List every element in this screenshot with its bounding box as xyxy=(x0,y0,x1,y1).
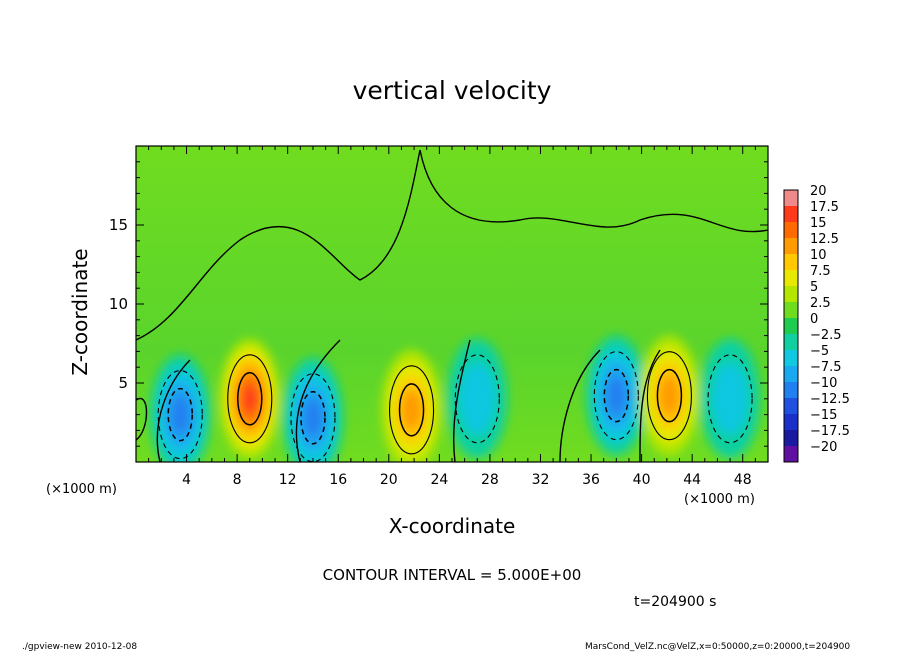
cell-inner-contour-5 xyxy=(603,368,630,423)
colorbar-swatch xyxy=(784,414,798,430)
x-tick-label: 24 xyxy=(430,472,448,488)
footer-left: ./gpview-new 2010-12-08 xyxy=(22,642,138,652)
x-tick-label: 44 xyxy=(683,472,701,488)
colorbar-label: −7.5 xyxy=(810,360,842,375)
colorbar-label: −12.5 xyxy=(810,392,850,407)
x-unit-left: (×1000 m) xyxy=(46,482,117,497)
y-axis-ticks: 5 10 15 xyxy=(109,161,768,447)
cell-7-level xyxy=(712,362,749,435)
colorbar-swatch xyxy=(784,254,798,270)
x-tick-label: 36 xyxy=(582,472,600,488)
cell-contour-5 xyxy=(593,351,639,441)
cell-contour-3 xyxy=(389,365,435,455)
cell-contour-1 xyxy=(227,354,273,444)
x-tick-label: 40 xyxy=(633,472,651,488)
colorbar-swatch xyxy=(784,446,798,462)
x-tick-label: 32 xyxy=(532,472,550,488)
x-tick-label: 12 xyxy=(279,472,297,488)
colorbar-swatch xyxy=(784,334,798,350)
contour-interval-text: CONTOUR INTERVAL = 5.000E+00 xyxy=(322,566,582,584)
colorbar-label: −2.5 xyxy=(810,328,842,343)
colorbar-label: −15 xyxy=(810,408,837,423)
colorbar-label: 5 xyxy=(810,280,818,295)
cell-contour-4 xyxy=(454,354,500,444)
time-stamp: t=204900 s xyxy=(634,594,717,610)
cell-contour-6 xyxy=(646,351,692,441)
cell-inner-contour-6 xyxy=(656,368,683,423)
colorbar-label: 12.5 xyxy=(810,232,839,247)
colorbar-swatch xyxy=(784,222,798,238)
colorbar-label: −10 xyxy=(810,376,837,391)
cell-2-level xyxy=(302,397,323,438)
chart-title: vertical velocity xyxy=(352,76,552,105)
cell-inner-contour-3 xyxy=(398,383,425,437)
x-axis-ticks: 4 8 12 16 20 24 28 32 36 40 44 48 xyxy=(148,146,756,488)
x-unit-right: (×1000 m) xyxy=(684,492,755,507)
colorbar-label: −5 xyxy=(810,344,829,359)
footer-right: MarsCond_VelZ.nc@VelZ,x=0:50000,z=0:2000… xyxy=(585,642,851,652)
colorbar-swatch xyxy=(784,430,798,446)
colorbar-label: −17.5 xyxy=(810,424,850,439)
heatmap-field xyxy=(136,146,768,462)
cell-inner-contour-1 xyxy=(237,372,263,426)
colorbar-label: 7.5 xyxy=(810,264,831,279)
cell-4-level xyxy=(459,362,496,435)
colorbar-swatch xyxy=(784,238,798,254)
y-tick-label: 5 xyxy=(118,374,128,392)
y-tick-label: 10 xyxy=(109,295,128,313)
cell-1-level xyxy=(242,385,257,413)
colorbar-label: 20 xyxy=(810,184,827,199)
colorbar-swatch xyxy=(784,302,798,318)
x-tick-label: 8 xyxy=(233,472,242,488)
x-tick-label: 28 xyxy=(481,472,499,488)
colorbar-swatch xyxy=(784,206,798,222)
y-axis-label: Z-coordinate xyxy=(68,248,92,376)
colorbar-swatch xyxy=(784,398,798,414)
x-tick-label: 20 xyxy=(380,472,398,488)
cell-3-level xyxy=(401,389,422,430)
colorbar-frame xyxy=(783,189,799,463)
colorbar-label: −20 xyxy=(810,440,837,455)
contour-line-1 xyxy=(156,339,661,462)
colorbar: 2017.51512.5107.552.50−2.5−5−7.5−10−12.5… xyxy=(783,184,850,463)
x-tick-label: 48 xyxy=(734,472,752,488)
colorbar-swatch xyxy=(784,190,798,206)
x-tick-label: 16 xyxy=(329,472,347,488)
y-tick-label: 15 xyxy=(109,216,128,234)
colorbar-label: 17.5 xyxy=(810,200,839,215)
colorbar-label: 15 xyxy=(810,216,827,231)
colorbar-swatch xyxy=(784,318,798,334)
colorbar-label: 0 xyxy=(810,312,818,327)
cell-contour-0 xyxy=(157,370,203,460)
x-tick-label: 4 xyxy=(182,472,191,488)
colorbar-swatch xyxy=(784,350,798,366)
colorbar-swatch xyxy=(784,286,798,302)
colorbar-label: 2.5 xyxy=(810,296,831,311)
cell-inner-contour-2 xyxy=(300,391,326,445)
x-axis-label: X-coordinate xyxy=(388,514,516,538)
contour-lines xyxy=(136,149,768,462)
cell-5-level xyxy=(606,375,627,416)
cell-contour-7 xyxy=(707,354,753,444)
colorbar-swatch xyxy=(784,382,798,398)
cell-contour-2 xyxy=(290,373,336,462)
cell-0-level xyxy=(170,394,191,435)
contour-line-0 xyxy=(136,149,768,341)
colorbar-swatch xyxy=(784,270,798,286)
colorbar-swatch xyxy=(784,366,798,382)
colorbar-label: 10 xyxy=(810,248,827,263)
cell-6-level xyxy=(659,375,680,416)
cell-inner-contour-0 xyxy=(167,387,193,442)
